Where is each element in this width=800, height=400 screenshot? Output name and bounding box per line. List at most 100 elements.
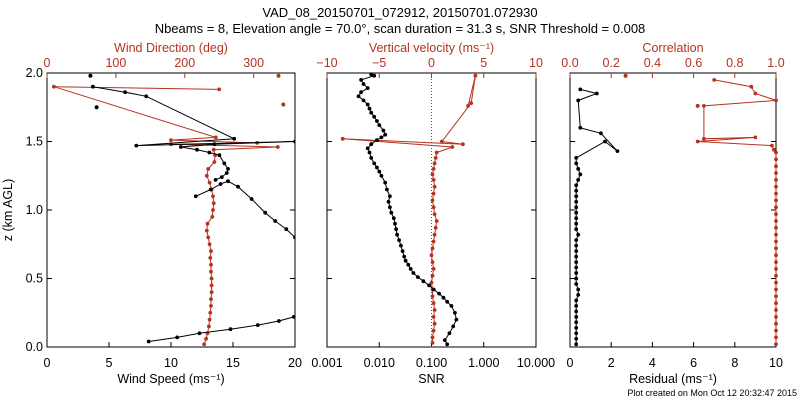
y-tick-label: 0.5 [26,272,43,286]
snr-point [369,110,374,115]
correlation-point [774,150,778,155]
wind-direction-line [53,86,278,345]
vertical-velocity-point [430,273,435,278]
top-x-tick-label: 0.8 [726,56,743,70]
x-tick-label: 10 [164,356,178,370]
correlation-point [623,73,628,78]
vertical-velocity-point [430,246,435,251]
vertical-velocity-point [429,280,434,285]
wind-speed-point [88,73,93,78]
correlation-point [774,321,778,326]
vertical-velocity-point [430,198,435,203]
wind-speed-point [213,178,218,182]
correlation-point [774,260,778,264]
wind-speed-point [273,219,278,223]
wind-direction-point [207,242,212,247]
correlation-point [774,287,778,292]
title-line-1: VAD_08_20150701_072912, 20150701.072930 [262,5,537,20]
snr-point [372,161,377,166]
plot-frame [46,72,296,348]
top-x-tick-label: 1.0 [767,56,784,70]
wind-direction-point [204,173,209,178]
wind-direction-point [209,304,213,308]
x-tick-label: 0 [44,356,51,370]
residual-point [576,167,581,171]
y-tick-label: 1.0 [26,203,43,217]
vertical-velocity-point [431,267,436,271]
snr-point [383,132,388,137]
vertical-velocity-point [473,73,478,78]
residual-point [574,271,579,275]
wind-speed-point [293,235,295,240]
snr-point [441,295,446,300]
wind-speed-point [217,153,222,158]
snr-point [385,187,389,192]
snr-point [381,128,386,133]
wind-speed-line [195,180,295,238]
correlation-point [774,328,778,333]
vertical-velocity-point [433,225,438,230]
wind-speed-point [293,139,295,144]
snr-point [406,262,411,267]
top-x-tick-label: 0 [428,56,435,70]
correlation-point [774,178,778,182]
vertical-velocity-point [432,184,437,189]
y-tick-label: 1.5 [26,135,43,149]
x-tick-label: 4 [649,356,656,370]
snr-point [394,227,398,232]
vertical-velocity-point [430,294,435,299]
vertical-velocity-point [431,205,436,210]
x-tick-label: 0 [567,356,574,370]
snr-point [375,165,379,170]
top-x-tick-label: 200 [174,56,195,70]
snr-point [403,258,408,263]
snr-point [369,142,374,147]
wind-speed-point [175,335,180,340]
residual-point [574,265,579,270]
wind-direction-point [208,256,213,260]
correlation-point [774,267,778,271]
wind-speed-point [222,161,227,166]
residual-point [599,131,603,136]
residual-point [574,216,579,221]
x-tick-label: 5 [106,356,113,370]
top-x-tick-label: 10 [529,56,543,70]
correlation-point [774,253,778,258]
correlation-point [774,246,778,251]
residual-point [574,320,579,325]
snr-point [361,82,366,86]
vertical-velocity-point [466,104,470,108]
correlation-point [695,139,700,144]
correlation-point [770,143,774,148]
correlation-point [753,135,758,140]
wind-speed-point [208,187,213,192]
wind-direction-point [209,283,214,288]
vertical-velocity-point [432,308,437,312]
wind-direction-point [204,228,209,233]
vertical-velocity-point [431,167,436,171]
vertical-velocity-point [430,341,435,345]
wind-speed-point [193,194,198,199]
correlation-point [749,84,754,89]
correlation-point [774,294,778,299]
correlation-point [774,98,778,103]
wind-speed-point [134,143,139,148]
correlation-point [774,280,778,285]
y-tick-label: 0.0 [26,340,43,354]
vertical-velocity-point [434,150,439,155]
snr-point [372,114,377,119]
top-x-tick-label: 0 [44,56,51,70]
correlation-point [695,103,700,108]
wind-direction-point [209,276,214,281]
vertical-velocity-point [434,219,439,223]
x-tick-label: 1.000 [468,356,499,370]
vertical-velocity-point [432,321,437,326]
snr-point [453,310,457,315]
top-x-tick-label: 5 [480,56,487,70]
vertical-velocity-point [431,301,436,306]
snr-point [431,287,436,292]
snr-point [369,156,374,160]
snr-line [357,73,457,345]
wind-direction-point [209,297,213,301]
correlation-point [702,136,706,141]
